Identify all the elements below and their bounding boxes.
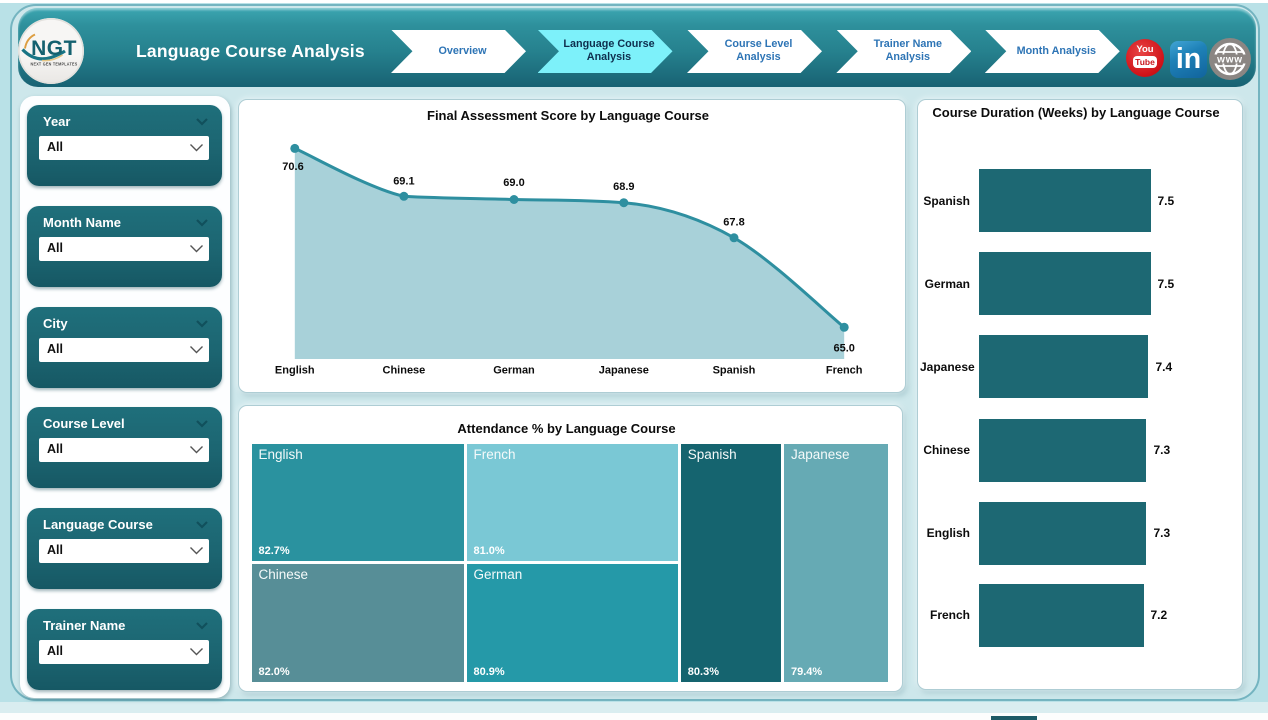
svg-text:French: French bbox=[826, 365, 863, 377]
svg-text:Japanese: Japanese bbox=[599, 365, 649, 377]
svg-text:70.6: 70.6 bbox=[282, 161, 303, 173]
svg-text:68.9: 68.9 bbox=[613, 181, 634, 193]
svg-text:69.0: 69.0 bbox=[503, 177, 524, 189]
svg-text:69.1: 69.1 bbox=[393, 176, 414, 188]
svg-text:65.0: 65.0 bbox=[833, 343, 854, 355]
svg-text:English: English bbox=[275, 365, 315, 377]
svg-text:Spanish: Spanish bbox=[713, 365, 756, 377]
svg-text:Chinese: Chinese bbox=[383, 365, 426, 377]
svg-text:NGT: NGT bbox=[31, 37, 77, 60]
svg-text:German: German bbox=[493, 365, 535, 377]
svg-text:www: www bbox=[1216, 55, 1243, 66]
svg-text:NEXT GEN TEMPLATES: NEXT GEN TEMPLATES bbox=[31, 61, 78, 66]
svg-text:67.8: 67.8 bbox=[723, 217, 744, 229]
